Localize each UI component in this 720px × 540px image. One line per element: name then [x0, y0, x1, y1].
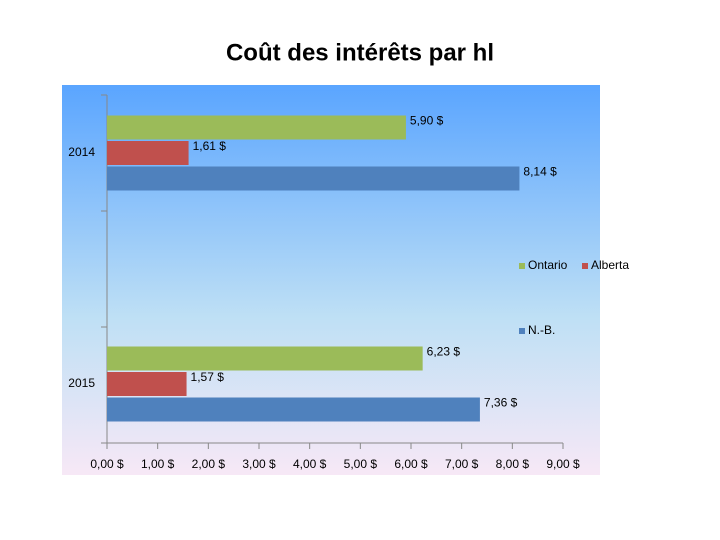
legend-label: Alberta: [591, 258, 629, 272]
data-label: 1,57 $: [191, 370, 225, 384]
bar: [107, 397, 480, 422]
bar: [107, 346, 423, 371]
bar: [107, 115, 406, 140]
bar: [107, 372, 187, 396]
legend-swatch: [519, 263, 525, 269]
legend-swatch: [582, 263, 588, 269]
bar: [107, 141, 189, 165]
x-tick-label: 6,00 $: [394, 457, 428, 471]
chart-title: Coût des intérêts par hl: [226, 39, 494, 66]
legend-label: N.-B.: [528, 323, 555, 337]
x-tick-label: 3,00 $: [242, 457, 276, 471]
x-tick-label: 7,00 $: [445, 457, 479, 471]
data-label: 8,14 $: [523, 165, 557, 179]
x-tick-label: 9,00 $: [546, 457, 580, 471]
data-label: 1,61 $: [193, 139, 227, 153]
x-tick-label: 4,00 $: [293, 457, 327, 471]
y-tick-label: 2014: [68, 145, 95, 159]
y-tick-label: 2015: [68, 376, 95, 390]
x-tick-label: 0,00 $: [90, 457, 124, 471]
bar: [107, 166, 520, 191]
data-label: 5,90 $: [410, 114, 444, 128]
data-label: 6,23 $: [427, 345, 461, 359]
x-tick-label: 5,00 $: [344, 457, 378, 471]
x-tick-label: 8,00 $: [496, 457, 530, 471]
x-tick-label: 2,00 $: [192, 457, 226, 471]
x-tick-label: 1,00 $: [141, 457, 175, 471]
data-label: 7,36 $: [484, 396, 518, 410]
legend-swatch: [519, 328, 525, 334]
legend-label: Ontario: [528, 258, 568, 272]
